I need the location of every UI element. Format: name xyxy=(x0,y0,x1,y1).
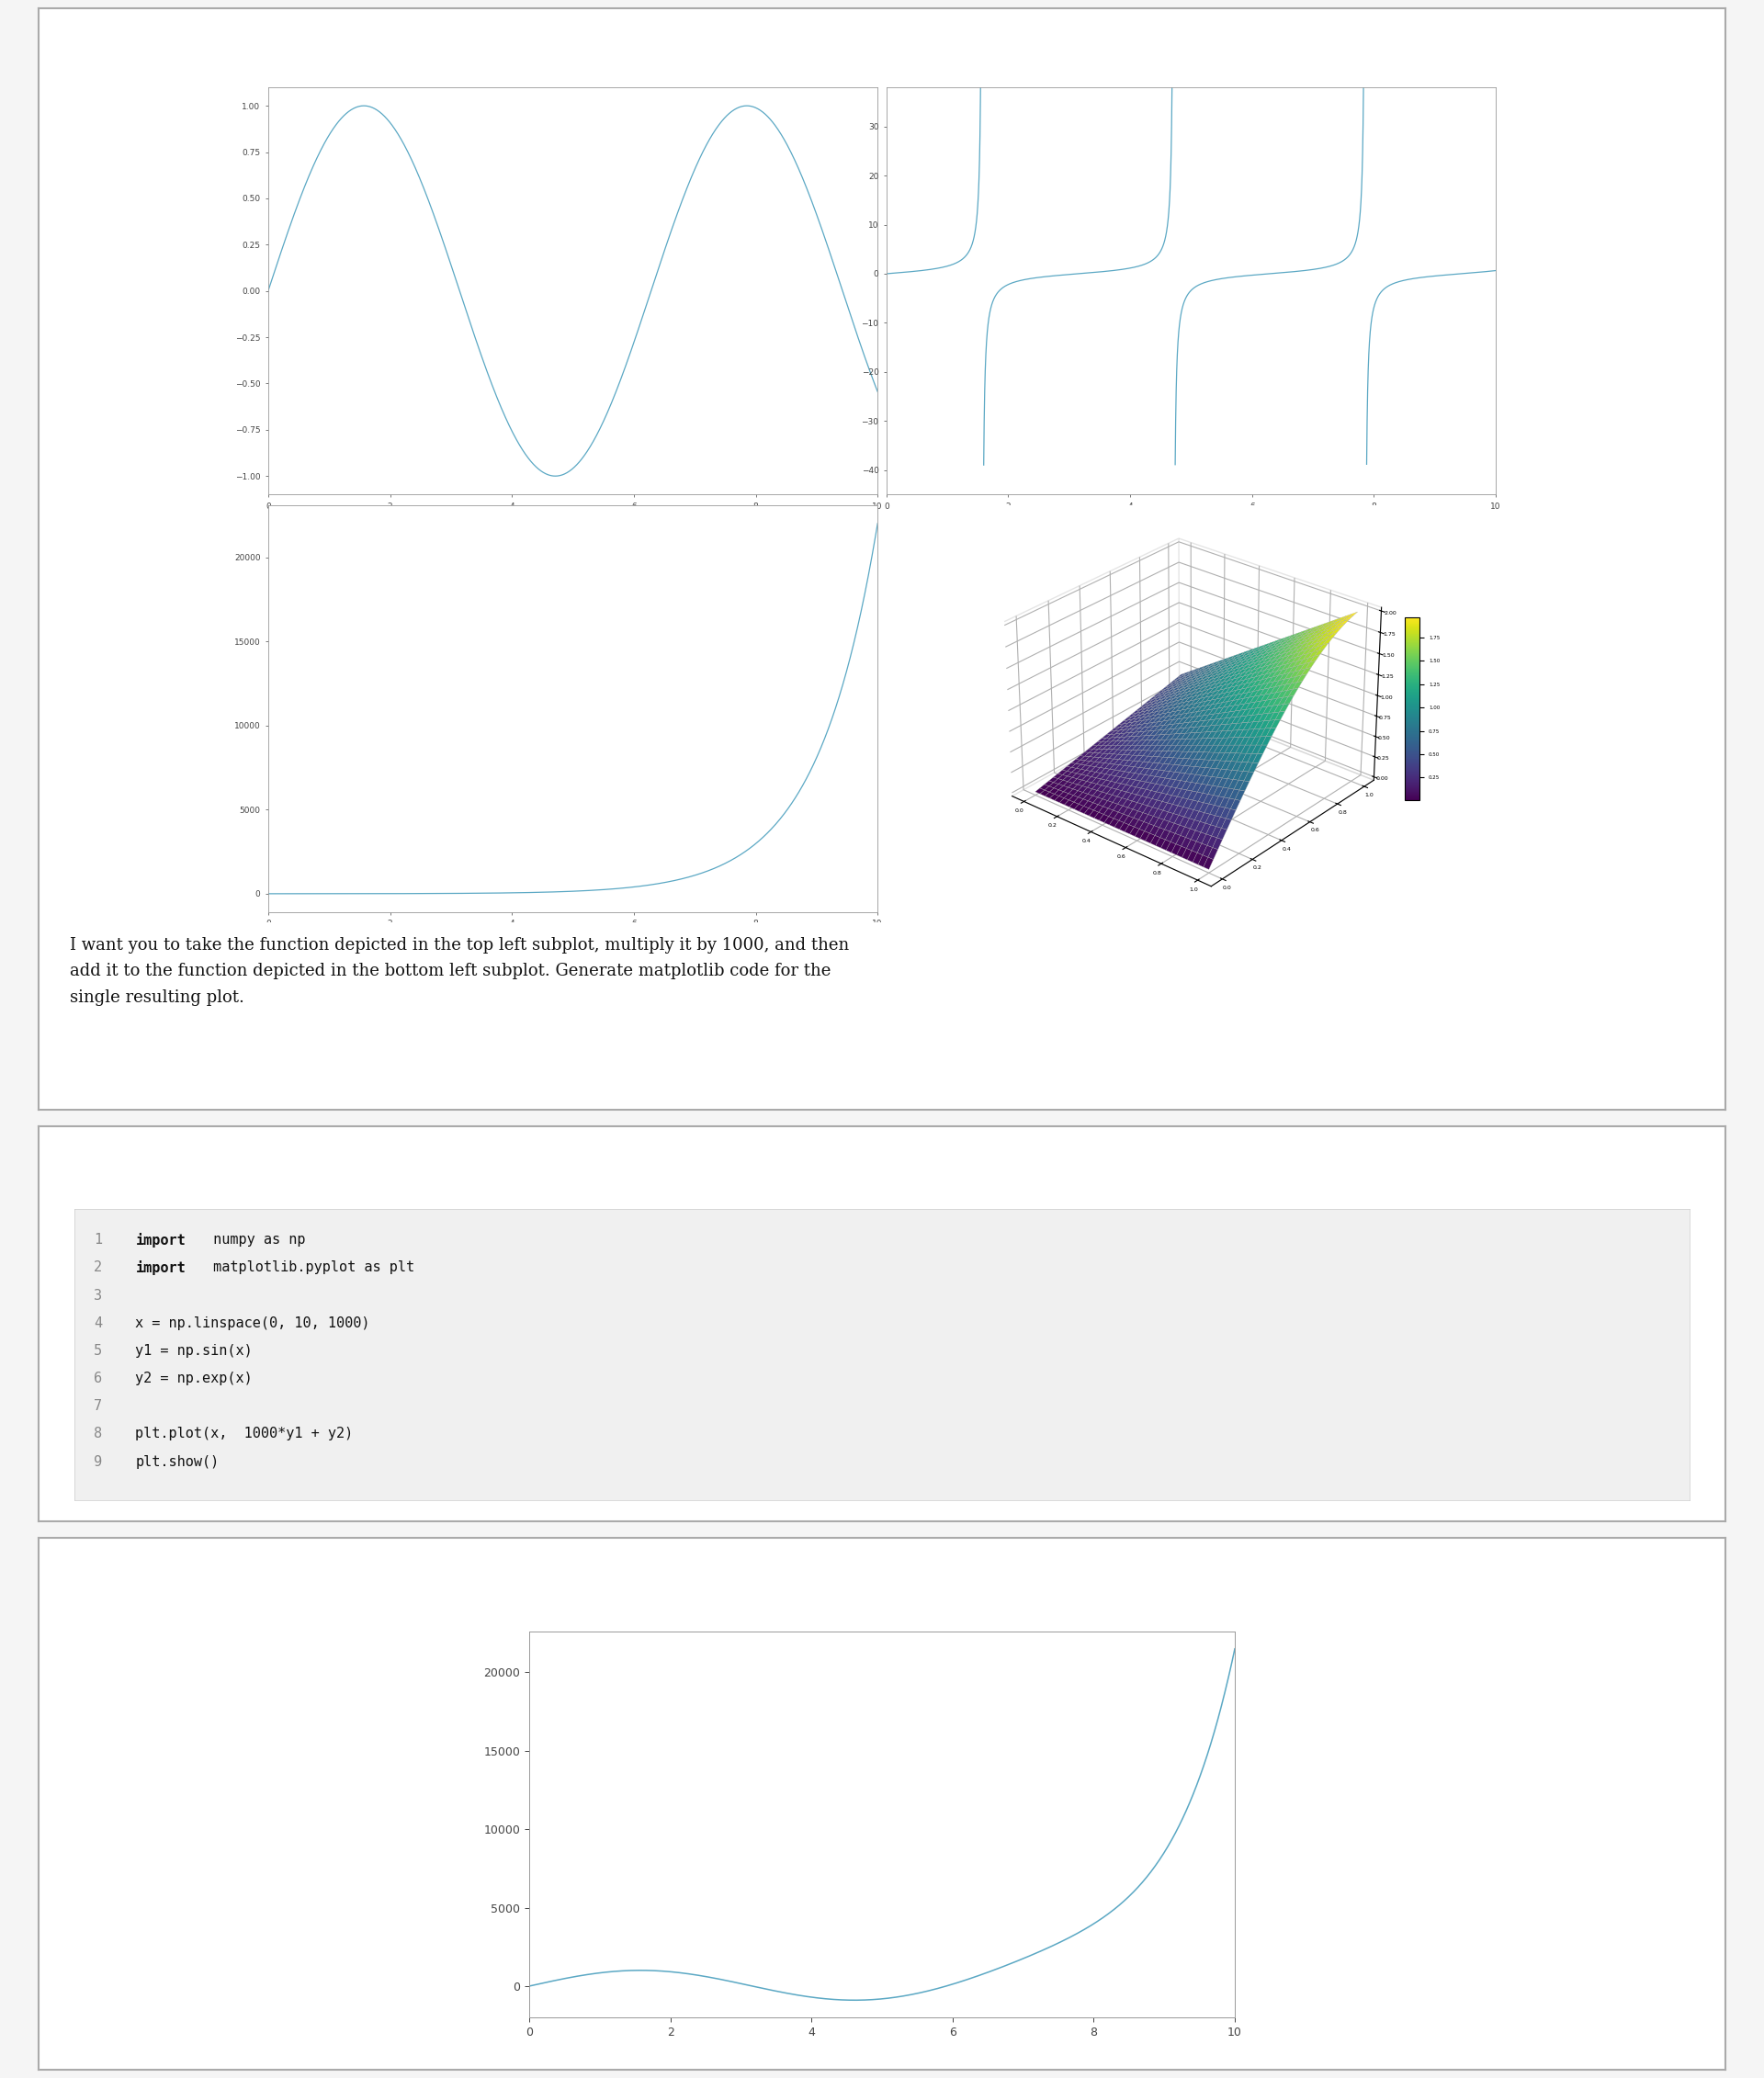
Text: Model Response (rendered code): Model Response (rendered code) xyxy=(58,1149,418,1166)
Text: 2: 2 xyxy=(93,1261,102,1274)
Text: y1 = np.sin(x): y1 = np.sin(x) xyxy=(136,1344,252,1357)
Text: plt.plot(x,  1000*y1 + y2): plt.plot(x, 1000*y1 + y2) xyxy=(136,1428,353,1440)
Text: 3: 3 xyxy=(93,1288,102,1303)
Text: 7: 7 xyxy=(93,1398,102,1413)
Text: 9: 9 xyxy=(93,1455,102,1469)
Text: 6: 6 xyxy=(93,1371,102,1386)
Text: Prompt: Prompt xyxy=(58,31,139,48)
Text: plt.show(): plt.show() xyxy=(136,1455,219,1469)
Text: x = np.linspace(0, 10, 1000): x = np.linspace(0, 10, 1000) xyxy=(136,1315,370,1330)
Text: numpy as np: numpy as np xyxy=(205,1232,305,1247)
Text: y2 = np.exp(x): y2 = np.exp(x) xyxy=(136,1371,252,1386)
Text: 8: 8 xyxy=(93,1428,102,1440)
Text: import: import xyxy=(136,1261,185,1276)
Text: import: import xyxy=(136,1232,185,1247)
Text: matplotlib.pyplot as plt: matplotlib.pyplot as plt xyxy=(205,1261,415,1274)
Text: Rendered Graph: Rendered Graph xyxy=(58,1561,236,1577)
Text: 4: 4 xyxy=(93,1315,102,1330)
Text: I want you to take the function depicted in the top left subplot, multiply it by: I want you to take the function depicted… xyxy=(69,937,848,1006)
Text: 5: 5 xyxy=(93,1344,102,1357)
Text: 1: 1 xyxy=(93,1232,102,1247)
